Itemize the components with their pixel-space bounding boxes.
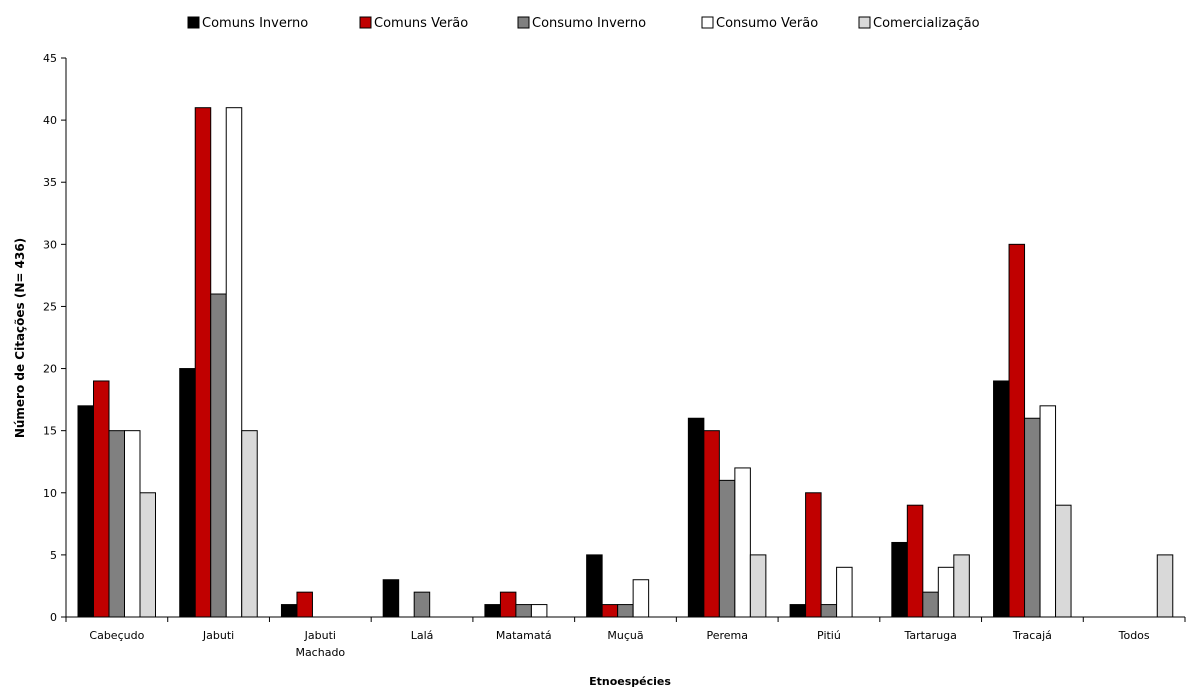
x-tick-label: Tartaruga <box>903 629 956 642</box>
bar <box>139 492 156 618</box>
x-axis-title: Etnoespécies <box>589 675 671 688</box>
bar <box>993 380 1010 618</box>
y-tick-label: 30 <box>43 238 57 251</box>
bar <box>1024 417 1041 618</box>
bar <box>210 293 227 618</box>
bar <box>906 504 924 618</box>
y-axis-title: Número de Citações (N= 436) <box>13 238 27 438</box>
bar <box>1008 243 1026 618</box>
bar <box>1156 554 1174 618</box>
x-tick-label: Pitiú <box>817 629 841 642</box>
bar <box>734 467 751 618</box>
y-tick-label: 20 <box>43 363 57 376</box>
bar <box>499 591 517 618</box>
bar <box>586 554 603 618</box>
legend: Comuns Inverno Comuns Verão Consumo Invern… <box>187 16 980 31</box>
x-tick-label: Jabuti <box>202 629 234 642</box>
x-tick-label: Lalá <box>411 629 434 642</box>
bar <box>718 479 736 618</box>
bar <box>617 604 634 618</box>
bar <box>108 430 125 618</box>
legend-swatch <box>187 16 200 29</box>
bar <box>632 579 650 618</box>
y-tick-label: 0 <box>50 611 57 624</box>
legend-label: Comuns Inverno <box>202 16 308 31</box>
y-axis: 0 5 10 15 20 25 30 35 40 45 <box>43 52 67 624</box>
legend-swatch <box>701 16 714 29</box>
bar <box>922 591 939 618</box>
x-tick-label: Tracajá <box>1012 629 1052 642</box>
bar <box>1039 405 1057 618</box>
x-tick-label: Todos <box>1118 629 1150 642</box>
legend-label: Comercialização <box>873 16 980 31</box>
x-tick-label: Matamatá <box>496 629 552 642</box>
bar <box>77 405 94 618</box>
bar <box>1055 504 1072 618</box>
bar <box>601 604 619 618</box>
bar <box>953 554 970 618</box>
legend-label: Consumo Verão <box>716 16 818 31</box>
legend-label: Consumo Inverno <box>532 16 646 31</box>
y-tick-label: 15 <box>43 425 57 438</box>
x-tick-label: Machado <box>295 646 345 659</box>
bar <box>225 107 243 618</box>
x-tick-label: Muçuã <box>607 629 643 642</box>
bar <box>836 566 853 618</box>
bar <box>891 541 908 618</box>
bars <box>77 107 1174 618</box>
bar <box>280 604 298 618</box>
bar <box>382 579 400 618</box>
bar <box>937 566 955 618</box>
bar <box>687 417 705 618</box>
bar <box>530 604 548 618</box>
x-tick-label: Cabeçudo <box>89 629 144 642</box>
bar <box>789 604 807 618</box>
bar <box>805 492 822 618</box>
legend-swatch <box>858 16 871 29</box>
legend-swatch <box>517 16 530 29</box>
bar <box>93 380 110 618</box>
y-tick-label: 10 <box>43 487 57 500</box>
y-tick-label: 40 <box>43 114 57 127</box>
bar <box>241 430 258 618</box>
bar <box>749 554 767 618</box>
x-tick-label: Perema <box>706 629 748 642</box>
bar <box>820 604 838 618</box>
bar <box>124 430 141 618</box>
bar <box>413 591 431 618</box>
bar <box>703 430 720 618</box>
y-tick-label: 25 <box>43 300 57 313</box>
legend-swatch <box>359 16 372 29</box>
legend-label: Comuns Verão <box>374 16 468 31</box>
bar <box>296 591 313 618</box>
y-tick-label: 35 <box>43 176 57 189</box>
bar <box>515 604 532 618</box>
bar <box>484 604 501 618</box>
y-tick-label: 45 <box>43 52 57 65</box>
x-tick-label: Jabuti <box>304 629 336 642</box>
y-tick-label: 5 <box>50 549 57 562</box>
bar <box>194 107 212 618</box>
x-axis: Cabeçudo Jabuti Jabuti Machado Lalá Matamatá M… <box>65 616 1186 659</box>
bar <box>179 368 196 618</box>
